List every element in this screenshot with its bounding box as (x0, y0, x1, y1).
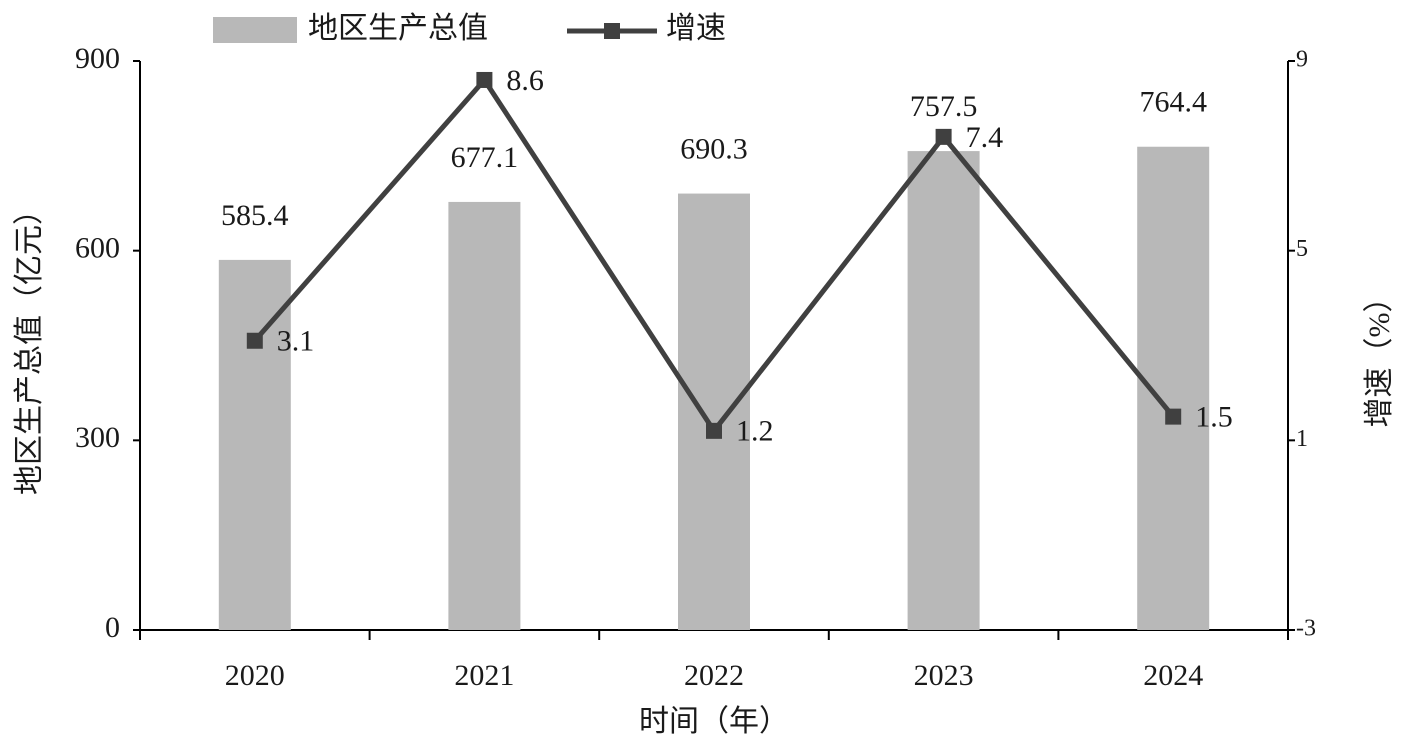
y2-tick-label: 5 (1296, 236, 1308, 262)
y2-tick-label: 9 (1296, 47, 1308, 73)
line-value-label: 7.4 (966, 121, 1004, 154)
x-tick-label: 2024 (1143, 659, 1203, 692)
line-marker (935, 128, 952, 145)
line-value-label: 1.5 (1195, 401, 1233, 434)
legend-marker (604, 23, 620, 39)
legend-label: 增速 (666, 12, 726, 45)
x-axis-title: 时间（年） (639, 705, 789, 738)
bar (448, 201, 521, 630)
y2-tick-label: -3 (1296, 616, 1316, 642)
bar-value-label: 677.1 (451, 141, 519, 174)
bar (218, 259, 291, 630)
bar-value-label: 585.4 (221, 199, 289, 232)
legend-label: 地区生产总值 (308, 12, 488, 45)
line-marker (246, 332, 263, 349)
y2-tick-label: 1 (1296, 426, 1308, 452)
legend-swatch (213, 17, 297, 43)
x-tick-label: 2022 (684, 659, 744, 692)
line-marker (706, 422, 722, 439)
x-tick-label: 2023 (914, 659, 974, 692)
y-tick-label: 600 (75, 232, 120, 265)
bar (907, 151, 980, 630)
bar-value-label: 690.3 (680, 132, 748, 165)
y-tick-label: 900 (75, 42, 120, 75)
line-value-label: 3.1 (277, 325, 315, 358)
line-marker (1165, 408, 1182, 425)
y-tick-label: 300 (75, 421, 120, 454)
line-marker (476, 71, 493, 88)
y2-axis-title: 增速（%） (1363, 283, 1396, 428)
line-value-label: 1.2 (736, 415, 774, 448)
bar (678, 193, 750, 630)
x-tick-label: 2020 (225, 659, 285, 692)
bar-value-label: 764.4 (1139, 86, 1207, 119)
line-value-label: 8.6 (506, 64, 544, 97)
y-tick-label: 0 (105, 611, 120, 644)
x-tick-label: 2021 (454, 659, 514, 692)
y-axis-title: 地区生产总值（亿元） (13, 195, 46, 495)
bar-value-label: 757.5 (910, 90, 978, 123)
